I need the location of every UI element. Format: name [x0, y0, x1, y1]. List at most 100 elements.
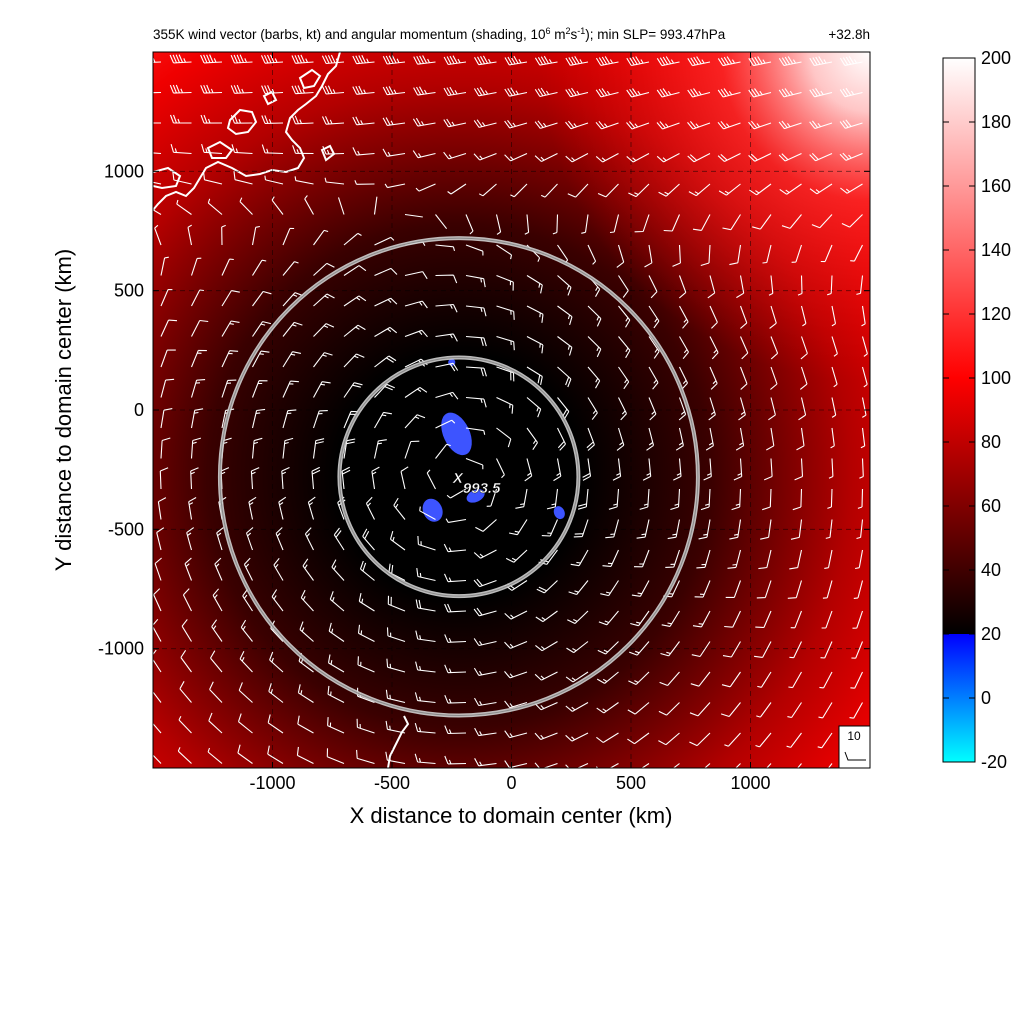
wind-barb [567, 183, 589, 198]
wind-barb [443, 86, 467, 97]
wind-barb [447, 183, 467, 195]
wind-barb [240, 619, 253, 642]
wind-barb [534, 87, 558, 98]
wind-barb [178, 715, 192, 734]
wind-barb [496, 305, 515, 320]
wind-barb [292, 145, 314, 155]
wind-barb [534, 153, 558, 162]
wind-barb [673, 458, 682, 481]
wind-barb [190, 437, 202, 459]
wind-barb [758, 549, 772, 570]
wind-barb [404, 300, 428, 309]
reference-circle-inner-line [219, 237, 699, 716]
colorbar-tick-label: 200 [981, 48, 1011, 68]
wind-barb [282, 321, 303, 337]
colorbar-tick-label: -20 [981, 752, 1007, 772]
wind-barb [831, 397, 837, 418]
wind-barb [251, 437, 263, 459]
wind-barb [853, 580, 864, 599]
wind-barb [415, 183, 436, 192]
wind-barb [239, 197, 253, 215]
wind-barb [504, 700, 528, 709]
wind-barb [260, 54, 284, 64]
wind-barb [687, 56, 711, 67]
wind-barb [618, 336, 631, 359]
wind-barb [313, 262, 335, 276]
wind-barb [860, 427, 866, 449]
wind-barb [704, 763, 711, 768]
wind-barb [358, 592, 375, 612]
wind-barb [515, 488, 528, 509]
wind-barb [778, 120, 802, 130]
wind-barb [809, 87, 833, 98]
wind-barb [250, 467, 260, 490]
wind-barb [365, 496, 375, 520]
wind-barb [596, 702, 619, 714]
colorbar-tick-label: 140 [981, 240, 1011, 260]
wind-barb [444, 664, 467, 674]
wind-barb [443, 151, 467, 160]
wind-barb [486, 488, 498, 507]
wind-barb [373, 439, 387, 459]
wind-barb [243, 557, 253, 581]
wind-barb [648, 275, 658, 299]
wind-barb [160, 408, 173, 429]
wind-barb [770, 366, 778, 390]
wind-barb [435, 362, 459, 372]
wind-barb [856, 275, 864, 295]
wind-barb [754, 641, 772, 658]
wind-barb [202, 171, 223, 185]
wind-barb [311, 466, 321, 490]
wind-barb [762, 488, 772, 511]
wind-barb [341, 466, 351, 490]
colorbar-tick-label: 120 [981, 304, 1011, 324]
wind-barb [618, 366, 630, 390]
wind-barb [633, 549, 650, 568]
wind-barb [595, 120, 619, 130]
wind-barb [496, 397, 514, 414]
wind-barb [313, 381, 331, 398]
wind-barb [153, 649, 162, 673]
wind-barb [861, 397, 867, 418]
colorbar-tick-label: 180 [981, 112, 1011, 132]
wind-barb [567, 610, 589, 624]
wind-barb [291, 54, 314, 64]
wind-barb [739, 366, 748, 390]
wind-barb [821, 610, 833, 629]
wind-barb [374, 297, 398, 307]
wind-barb [790, 519, 803, 540]
wind-barb [153, 691, 162, 703]
wind-barb [535, 610, 558, 623]
wind-barb [524, 458, 533, 482]
barb-key-box [838, 725, 871, 769]
wind-barb [237, 744, 253, 764]
colorbar-tick-label: 20 [981, 624, 1001, 644]
wind-barb [216, 527, 224, 551]
wind-barb [670, 488, 681, 511]
wind-barb [749, 183, 772, 196]
wind-barb [534, 732, 558, 741]
wind-barb [618, 305, 631, 328]
y-tick-label: -1000 [98, 639, 144, 659]
wind-barb [207, 747, 223, 764]
wind-barb [267, 714, 284, 734]
wind-barb [825, 519, 833, 539]
wind-barb [663, 214, 681, 232]
wind-barb [160, 378, 175, 398]
wind-barb [504, 119, 528, 129]
wind-barb [598, 610, 619, 626]
wind-barb [822, 580, 833, 599]
wind-barb [794, 458, 804, 481]
wind-barb [535, 641, 558, 652]
wind-barb [626, 56, 650, 67]
wind-barb [359, 560, 375, 581]
wind-barb [797, 275, 803, 296]
wind-barb [188, 497, 197, 520]
wind-barb [181, 619, 192, 642]
wind-barb [473, 152, 497, 161]
wind-barb [778, 88, 802, 98]
wind-barb [261, 85, 284, 94]
wind-barb [717, 120, 741, 130]
wind-barb [304, 195, 314, 215]
